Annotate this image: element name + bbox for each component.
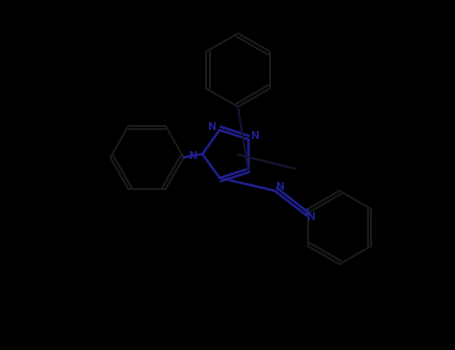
Text: N: N	[189, 151, 198, 161]
Text: N: N	[207, 121, 217, 132]
Text: N: N	[251, 131, 260, 141]
Text: N: N	[307, 212, 316, 222]
Text: N: N	[276, 182, 284, 192]
